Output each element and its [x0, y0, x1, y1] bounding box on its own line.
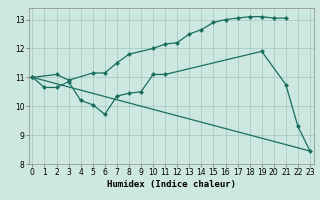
X-axis label: Humidex (Indice chaleur): Humidex (Indice chaleur) — [107, 180, 236, 189]
